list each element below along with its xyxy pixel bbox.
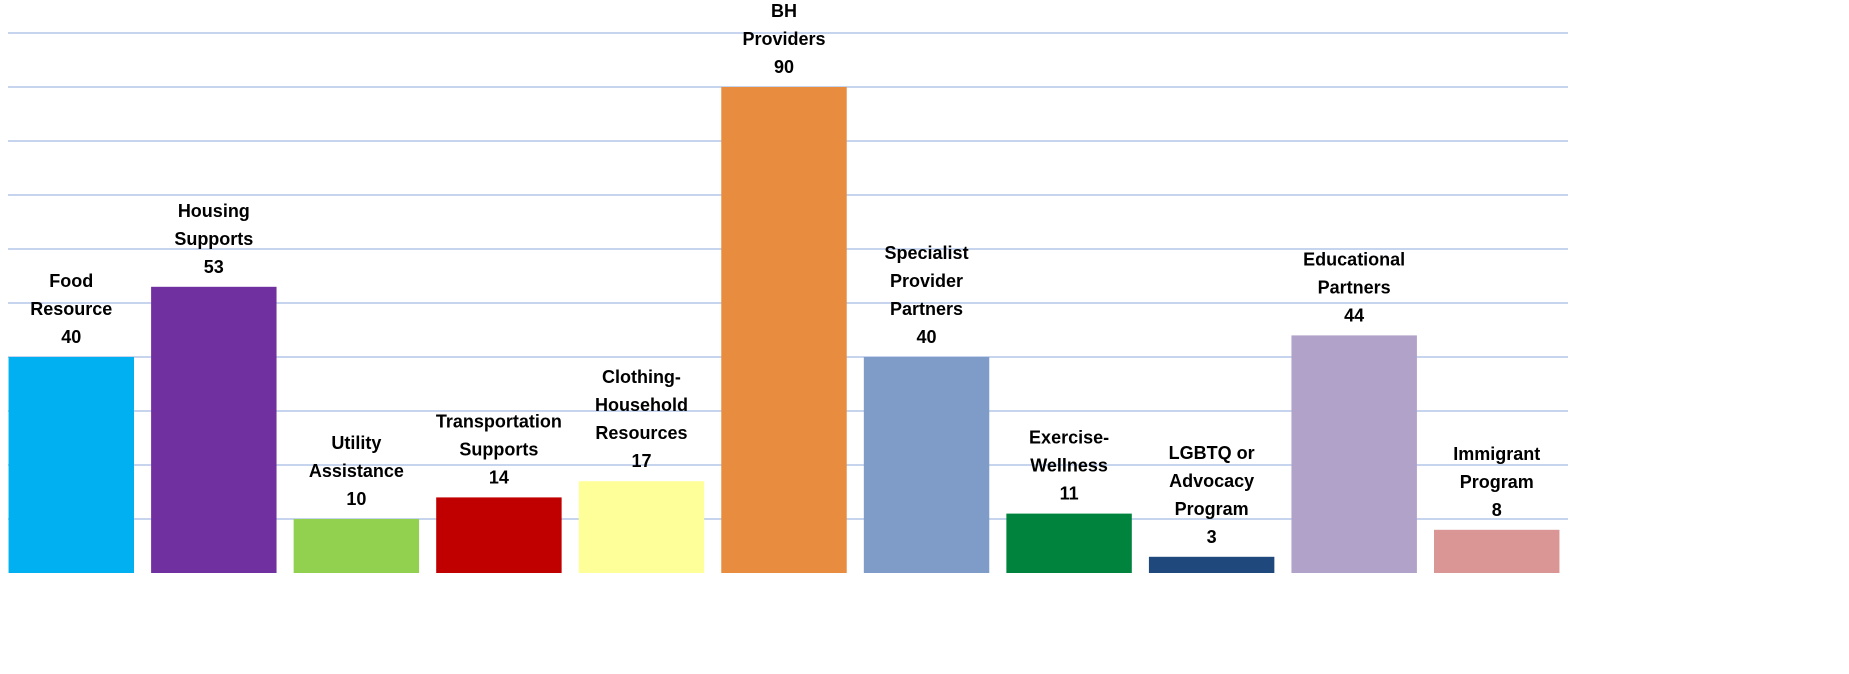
value-label: 44 — [1344, 305, 1364, 325]
bar — [1291, 335, 1417, 573]
bar — [1434, 529, 1560, 573]
value-label: 11 — [1060, 484, 1079, 504]
category-label: Food Resource — [30, 271, 112, 319]
value-label: 8 — [1492, 500, 1502, 520]
category-label: Exercise-Wellness — [1029, 428, 1109, 476]
bar — [436, 497, 562, 573]
category-label: BH Providers — [742, 1, 825, 49]
category-label: Housing Supports — [174, 201, 253, 249]
value-label: 14 — [489, 467, 509, 487]
category-label: Immigrant Program — [1453, 444, 1540, 492]
category-label: Educational Partners — [1303, 249, 1405, 297]
bar — [151, 286, 277, 573]
bar — [863, 357, 990, 573]
value-label: 40 — [61, 327, 81, 347]
category-label: Specialist Provider Partners — [885, 243, 969, 319]
bar — [1148, 556, 1275, 573]
category-label: Transportation Supports — [436, 411, 562, 459]
category-label: Utility Assistance — [309, 433, 404, 481]
bar — [293, 519, 420, 573]
bar — [721, 87, 847, 573]
value-label: 10 — [346, 489, 366, 509]
value-label: 53 — [204, 257, 224, 277]
bar — [8, 357, 134, 573]
value-label: 17 — [631, 451, 651, 471]
value-label: 90 — [774, 57, 794, 77]
value-label: 3 — [1207, 527, 1217, 547]
category-label: LGBTQ or Advocacy Program — [1169, 443, 1255, 519]
bar — [578, 481, 705, 573]
bar — [1006, 513, 1132, 573]
value-label: 40 — [917, 327, 937, 347]
category-label: Clothing-Household Resources — [595, 367, 688, 443]
